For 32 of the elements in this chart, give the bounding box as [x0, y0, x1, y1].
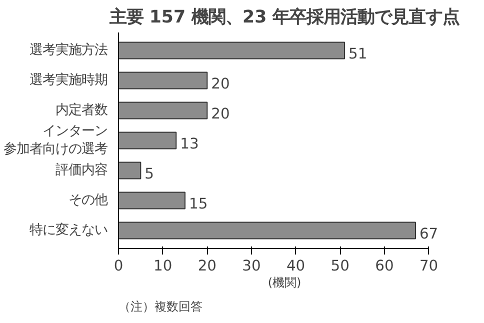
data-label: 51 [348, 46, 368, 62]
x-tick-label: 10 [154, 258, 172, 274]
data-label: 20 [211, 106, 230, 122]
y-tick-label: 特に変えない [30, 222, 108, 238]
data-label: 67 [419, 226, 438, 242]
y-tick-label: その他 [68, 193, 108, 208]
data-label: 5 [144, 166, 154, 182]
data-label: 13 [180, 136, 199, 152]
bar [118, 102, 208, 120]
data-label: 20 [211, 76, 230, 92]
data-label: 15 [188, 196, 208, 212]
bar [118, 42, 346, 60]
y-tick-label: 評価内容 [56, 162, 108, 178]
bar [118, 222, 416, 240]
y-tick-label: 選考実施時期 [30, 72, 108, 88]
x-tick-label: 60 [375, 258, 394, 274]
x-tick-label: 40 [286, 258, 306, 274]
x-tick-label: 20 [198, 258, 216, 274]
bar [118, 162, 142, 180]
bar [118, 192, 186, 210]
x-tick-label: 70 [419, 258, 438, 274]
text: （注）複数回答 [118, 300, 202, 314]
bar [118, 132, 177, 150]
x-tick-label: 50 [330, 258, 350, 274]
x-tick-label: 30 [242, 258, 261, 274]
y-tick-label: 内定者数 [56, 103, 108, 118]
chart-title: 主要 157 機関、23 年卒採用活動で見直す点 [108, 8, 460, 28]
y-tick-label: インターン参加者向けの選考 [4, 124, 108, 157]
y-tick-label: 選考実施方法 [30, 42, 108, 58]
x-axis-title: (機関) [268, 276, 302, 290]
bar [118, 72, 208, 90]
x-tick-label: 0 [114, 258, 124, 274]
